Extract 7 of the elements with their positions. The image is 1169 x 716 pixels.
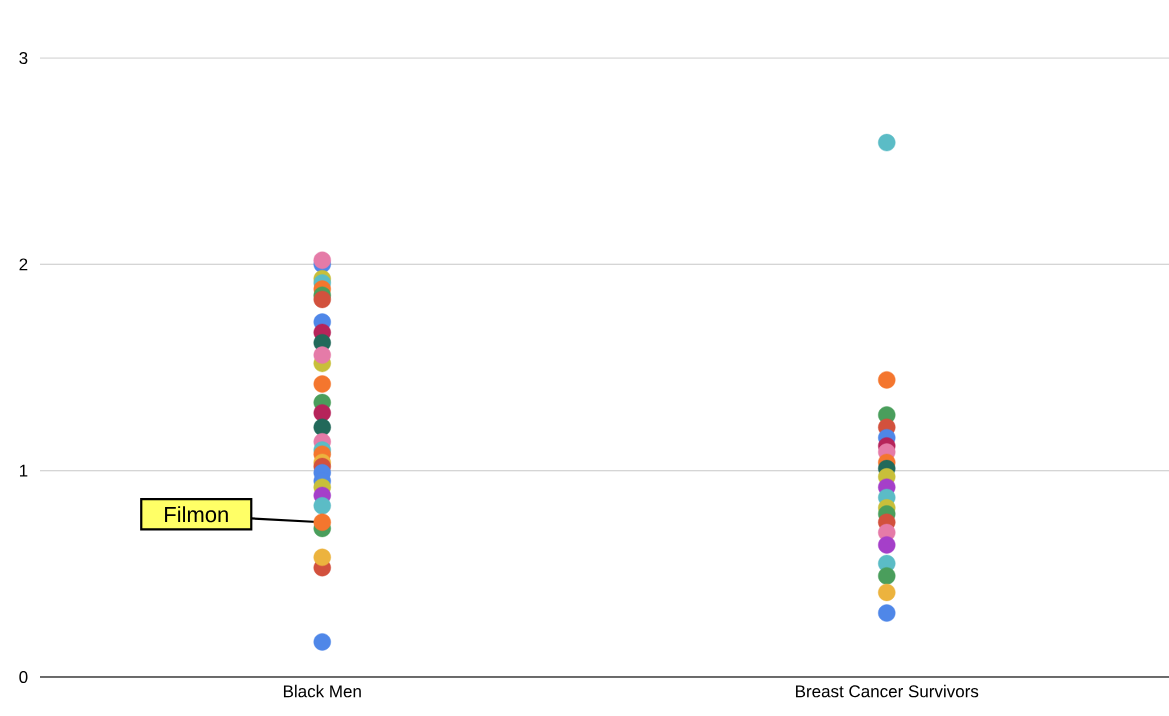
x-tick-label: Black Men (283, 684, 361, 698)
y-tick-label: 3 (19, 51, 28, 65)
y-tick-label: 0 (19, 670, 28, 684)
x-tick-label: Breast Cancer Survivors (796, 684, 979, 698)
y-tick-label: 2 (19, 258, 28, 271)
annotation: Filmon (165, 506, 228, 523)
y-tick-label: 1 (19, 464, 28, 477)
